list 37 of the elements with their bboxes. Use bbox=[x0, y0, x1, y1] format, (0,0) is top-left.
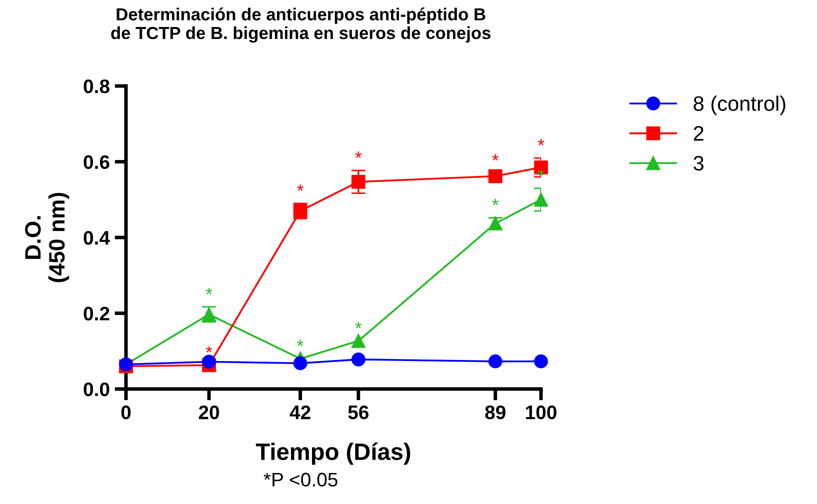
point bbox=[351, 334, 366, 348]
y-tick-label: 0.8 bbox=[84, 79, 110, 94]
point bbox=[202, 354, 216, 369]
data-label: * bbox=[297, 340, 304, 346]
point bbox=[293, 356, 308, 370]
y-tick-label: 0.4 bbox=[84, 230, 110, 245]
y-tick-label: 0.6 bbox=[84, 155, 110, 169]
legend-label: 2 bbox=[694, 126, 704, 141]
y-tick-label: 0.0 bbox=[84, 382, 110, 396]
data-label: * bbox=[297, 184, 304, 191]
data-label: * bbox=[538, 169, 544, 176]
point bbox=[351, 352, 366, 366]
x-tick-label: 56 bbox=[348, 405, 369, 420]
legend-label: 8 (control) bbox=[694, 96, 786, 116]
y-tick-label: 0.2 bbox=[84, 306, 110, 320]
x-tick-label: 89 bbox=[485, 405, 506, 420]
data-label: * bbox=[538, 139, 544, 146]
y-axis-title: D.O. (450 nm) bbox=[25, 192, 70, 282]
point bbox=[488, 169, 502, 184]
point bbox=[534, 354, 548, 368]
point bbox=[488, 354, 502, 368]
data-label: * bbox=[355, 152, 362, 158]
data-label: * bbox=[355, 322, 362, 328]
x-axis-title: Tiempo (Días) bbox=[256, 442, 410, 465]
x-tick-label: 100 bbox=[526, 405, 556, 420]
data-label: * bbox=[492, 198, 499, 206]
x-tick-label: 42 bbox=[290, 405, 310, 420]
chart-title: Determinación de anticuerpos anti-péptido B de TCTP de B. bigemina en sueros de conejos bbox=[111, 8, 490, 43]
x-tick-label: 0 bbox=[121, 405, 131, 420]
x-tick-label: 20 bbox=[198, 405, 220, 420]
point bbox=[351, 174, 366, 189]
data-label: * bbox=[206, 288, 212, 294]
data-label: * bbox=[492, 154, 499, 161]
legend-label: 3 bbox=[694, 156, 704, 171]
point bbox=[534, 192, 548, 207]
text: *P <0.05 bbox=[264, 472, 338, 487]
data-label: * bbox=[206, 346, 212, 353]
